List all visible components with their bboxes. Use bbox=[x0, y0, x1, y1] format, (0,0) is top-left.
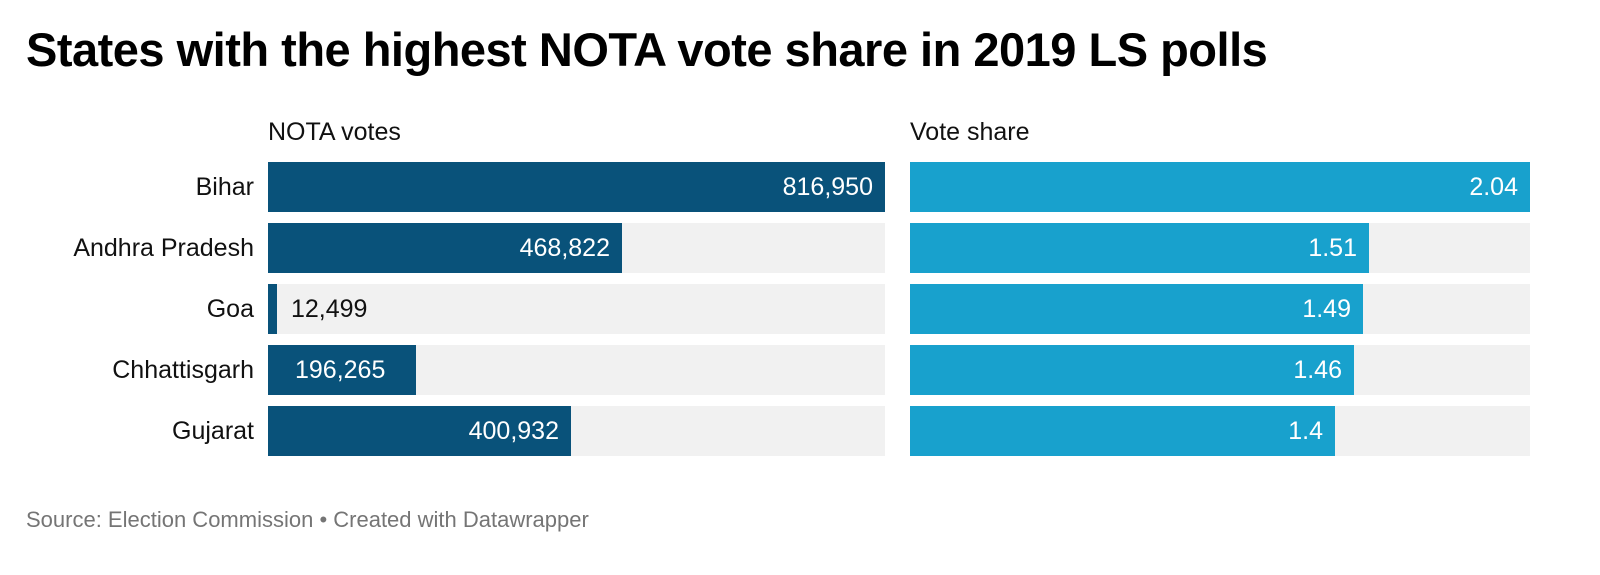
source-footer: Source: Election Commission • Created wi… bbox=[26, 507, 589, 532]
category-label: Gujarat bbox=[172, 417, 254, 445]
nota-votes-track: 196,265 bbox=[268, 345, 885, 395]
nota-votes-track: 12,499 bbox=[268, 284, 885, 334]
value-label: 1.49 bbox=[1302, 295, 1351, 323]
value-label: 468,822 bbox=[519, 234, 610, 262]
chart-title: States with the highest NOTA vote share … bbox=[26, 23, 1268, 76]
category-label: Bihar bbox=[195, 173, 254, 201]
vote-share-track: 1.4 bbox=[910, 406, 1530, 456]
nota-votes-bar bbox=[268, 345, 416, 395]
nota-votes-track: 400,932 bbox=[268, 406, 885, 456]
value-label: 12,499 bbox=[291, 295, 368, 323]
vote-share-track: 1.49 bbox=[910, 284, 1530, 334]
vote-share-bar bbox=[910, 284, 1363, 334]
value-label: 1.46 bbox=[1293, 356, 1342, 384]
vote-share-bar bbox=[910, 406, 1335, 456]
vote-share-track: 1.51 bbox=[910, 223, 1530, 273]
nota-votes-bar bbox=[268, 406, 571, 456]
category-label: Andhra Pradesh bbox=[73, 234, 254, 262]
value-label: 196,265 bbox=[295, 356, 386, 384]
vote-share-track: 1.46 bbox=[910, 345, 1530, 395]
value-label: 1.51 bbox=[1308, 234, 1357, 262]
nota-votes-track: 468,822 bbox=[268, 223, 885, 273]
value-label: 1.4 bbox=[1288, 417, 1323, 445]
vote-share-bar bbox=[910, 223, 1369, 273]
category-label: Chhattisgarh bbox=[112, 356, 254, 384]
nota-votes-track: 816,950 bbox=[268, 162, 885, 212]
vote-share-bar bbox=[910, 162, 1530, 212]
column-header-vote-share: Vote share bbox=[910, 118, 1030, 146]
nota-votes-bar bbox=[268, 223, 622, 273]
value-label: 816,950 bbox=[782, 173, 873, 201]
column-header-nota-votes: NOTA votes bbox=[268, 118, 401, 146]
vote-share-bar bbox=[910, 345, 1354, 395]
nota-votes-bar bbox=[268, 284, 277, 334]
category-label: Goa bbox=[206, 295, 254, 323]
value-label: 400,932 bbox=[468, 417, 559, 445]
vote-share-track: 2.04 bbox=[910, 162, 1530, 212]
nota-votes-bar bbox=[268, 162, 885, 212]
value-label: 2.04 bbox=[1469, 173, 1518, 201]
